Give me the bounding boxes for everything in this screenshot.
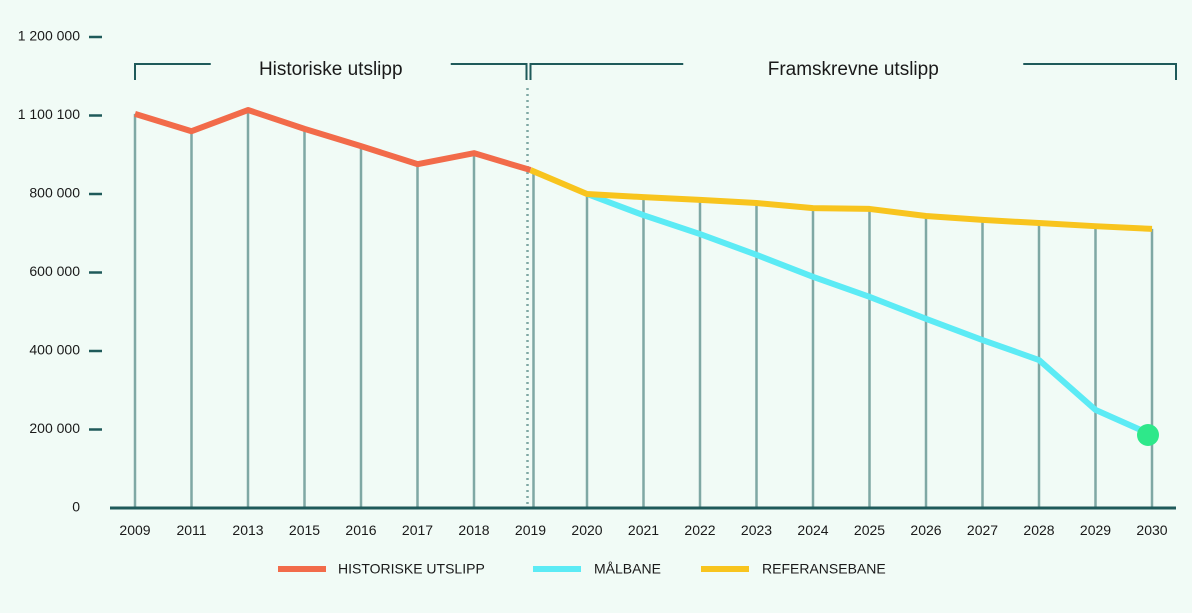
x-tick-label: 2027 (967, 522, 998, 538)
series-line-referansebane (529, 167, 1153, 232)
bracket-left-arm (529, 63, 684, 80)
target-marker (1137, 423, 1159, 446)
series-line-historiske-utslipp (134, 107, 532, 173)
x-tick-label: 2015 (289, 522, 320, 538)
x-tick-label: 2023 (741, 522, 772, 538)
x-tick-label: 2018 (458, 522, 489, 538)
x-tick-label: 2016 (345, 522, 376, 538)
legend: HISTORISKE UTSLIPP MÅLBANE REFERANSEBANE (278, 561, 886, 577)
section-label: Framskrevne utslipp (768, 59, 939, 80)
x-tick-label: 2026 (910, 522, 941, 538)
legend-label: MÅLBANE (594, 561, 661, 577)
y-tick-label: 400 000 (29, 342, 80, 358)
y-tick-label: 800 000 (29, 185, 80, 201)
y-tick-label: 1 200 000 (18, 28, 80, 44)
x-tick-label: 2017 (402, 522, 433, 538)
section-label: Historiske utslipp (259, 59, 403, 80)
series-lines (134, 107, 1159, 446)
y-tick-label: 0 (72, 499, 80, 515)
legend-label: REFERANSEBANE (762, 561, 886, 577)
x-tick-label: 2025 (854, 522, 885, 538)
bracket-right-arm (450, 63, 528, 80)
x-tick-label: 2022 (684, 522, 715, 538)
section-brackets: Historiske utslipp Framskrevne utslipp (134, 59, 1177, 80)
gridlines (133, 110, 1154, 508)
x-tick-label: 2028 (1023, 522, 1054, 538)
y-tick-label: 600 000 (29, 263, 80, 279)
bracket-left-arm (134, 63, 211, 80)
x-tick-label: 2030 (1136, 522, 1167, 538)
bracket-right-arm (1023, 63, 1177, 80)
x-tick-label: 2009 (119, 522, 150, 538)
x-tick-label: 2013 (232, 522, 263, 538)
x-tick-label: 2019 (515, 522, 546, 538)
x-tick-label: 2024 (797, 522, 828, 538)
y-tick-label: 200 000 (29, 420, 80, 436)
legend-label: HISTORISKE UTSLIPP (338, 561, 485, 577)
y-tick-label: 1 100 100 (18, 106, 80, 122)
x-tick-label: 2021 (628, 522, 659, 538)
x-tick-label: 2029 (1080, 522, 1111, 538)
x-tick-label: 2011 (176, 522, 206, 538)
x-tick-label: 2020 (571, 522, 602, 538)
axes: 2009 2011 2013 2015 2016 2017 2018 2019 2020 2021… (18, 28, 1176, 538)
series-line-m-lbane (585, 191, 1154, 438)
